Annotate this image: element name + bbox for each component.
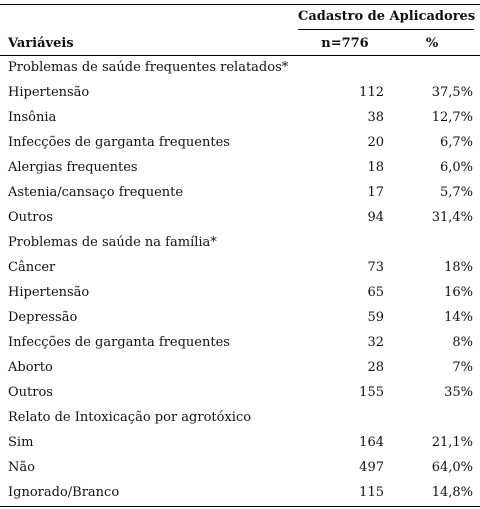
row-label: Outros (8, 210, 53, 225)
percent-cell: 31,4% (431, 210, 473, 225)
percent-cell: 8% (452, 335, 473, 350)
count-cell: 28 (367, 360, 384, 375)
section-label: Problemas de saúde frequentes relatados* (8, 60, 289, 75)
count-cell: 115 (359, 485, 384, 500)
percent-cell: 35% (444, 385, 473, 400)
count-cell: 32 (367, 335, 384, 350)
percent-cell: 12,7% (431, 110, 473, 125)
count-cell: 94 (367, 210, 384, 225)
row-label: Outros (8, 385, 53, 400)
count-cell: 155 (359, 385, 384, 400)
row-label: Insônia (8, 110, 57, 125)
percent-cell: 6,7% (439, 135, 473, 150)
column-header: % (425, 36, 439, 51)
row-label: Depressão (8, 310, 78, 325)
percent-cell: 21,1% (431, 435, 473, 450)
count-cell: 164 (359, 435, 384, 450)
row-label: Hipertensão (8, 85, 90, 100)
section-label: Problemas de saúde na família* (8, 235, 217, 250)
count-cell: 17 (367, 185, 384, 200)
percent-cell: 14% (444, 310, 473, 325)
percent-cell: 7% (452, 360, 473, 375)
column-header: Variáveis (8, 36, 74, 51)
row-label: Câncer (8, 260, 56, 275)
percent-cell: 18% (444, 260, 473, 275)
count-cell: 59 (367, 310, 384, 325)
group-rule (298, 29, 474, 30)
row-label: Alergias frequentes (8, 160, 138, 175)
row-label: Aborto (8, 360, 53, 375)
header-rule (0, 55, 480, 56)
count-cell: 112 (359, 85, 384, 100)
percent-cell: 37,5% (431, 85, 473, 100)
row-label: Hipertensão (8, 285, 90, 300)
count-cell: 38 (367, 110, 384, 125)
row-label: Infecções de garganta frequentes (8, 335, 230, 350)
row-label: Não (8, 460, 35, 475)
top-rule (0, 4, 480, 5)
percent-cell: 64,0% (431, 460, 473, 475)
percent-cell: 5,7% (439, 185, 473, 200)
count-cell: 18 (367, 160, 384, 175)
bottom-rule (0, 506, 480, 507)
section-label: Relato de Intoxicação por agrotóxico (8, 410, 252, 425)
count-cell: 65 (367, 285, 384, 300)
count-cell: 73 (367, 260, 384, 275)
percent-cell: 16% (444, 285, 473, 300)
count-cell: 497 (359, 460, 384, 475)
percent-cell: 6,0% (439, 160, 473, 175)
count-cell: 20 (367, 135, 384, 150)
group-header: Cadastro de Aplicadores (298, 9, 476, 24)
percent-cell: 14,8% (431, 485, 473, 500)
row-label: Sim (8, 435, 34, 450)
row-label: Infecções de garganta frequentes (8, 135, 230, 150)
column-header: n=776 (321, 36, 369, 51)
row-label: Astenia/cansaço frequente (8, 185, 184, 200)
row-label: Ignorado/Branco (8, 485, 120, 500)
